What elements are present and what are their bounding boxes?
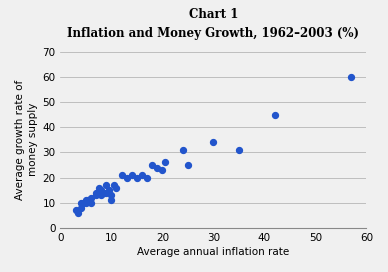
- Point: [103, 190, 109, 195]
- Point: [75, 211, 81, 215]
- Point: [149, 163, 155, 167]
- Point: [83, 198, 89, 202]
- Point: [106, 188, 112, 192]
- Point: [118, 173, 125, 177]
- Point: [95, 186, 102, 190]
- Point: [103, 183, 109, 187]
- Point: [98, 188, 104, 192]
- Point: [144, 175, 150, 180]
- Point: [73, 208, 79, 212]
- Point: [348, 75, 354, 79]
- Point: [108, 198, 114, 202]
- Point: [129, 173, 135, 177]
- Point: [180, 148, 186, 152]
- Text: Chart 1: Chart 1: [189, 8, 238, 21]
- Point: [272, 112, 278, 117]
- Point: [80, 201, 87, 205]
- Point: [93, 193, 99, 197]
- Point: [83, 201, 89, 205]
- Point: [88, 196, 94, 200]
- Point: [78, 206, 84, 210]
- Point: [98, 193, 104, 197]
- Point: [134, 175, 140, 180]
- Point: [85, 198, 92, 202]
- Point: [236, 148, 242, 152]
- Point: [139, 173, 145, 177]
- Text: Inflation and Money Growth, 1962–2003 (%): Inflation and Money Growth, 1962–2003 (%…: [68, 27, 359, 40]
- X-axis label: Average annual inflation rate: Average annual inflation rate: [137, 247, 289, 257]
- Point: [111, 183, 117, 187]
- Point: [123, 175, 130, 180]
- Point: [78, 201, 84, 205]
- Point: [185, 163, 191, 167]
- Point: [100, 190, 107, 195]
- Point: [154, 165, 160, 170]
- Point: [108, 193, 114, 197]
- Point: [210, 140, 217, 144]
- Point: [162, 160, 168, 165]
- Point: [93, 190, 99, 195]
- Point: [88, 201, 94, 205]
- Point: [159, 168, 166, 172]
- Y-axis label: Average growth rate of
money supply: Average growth rate of money supply: [15, 80, 38, 200]
- Point: [113, 186, 120, 190]
